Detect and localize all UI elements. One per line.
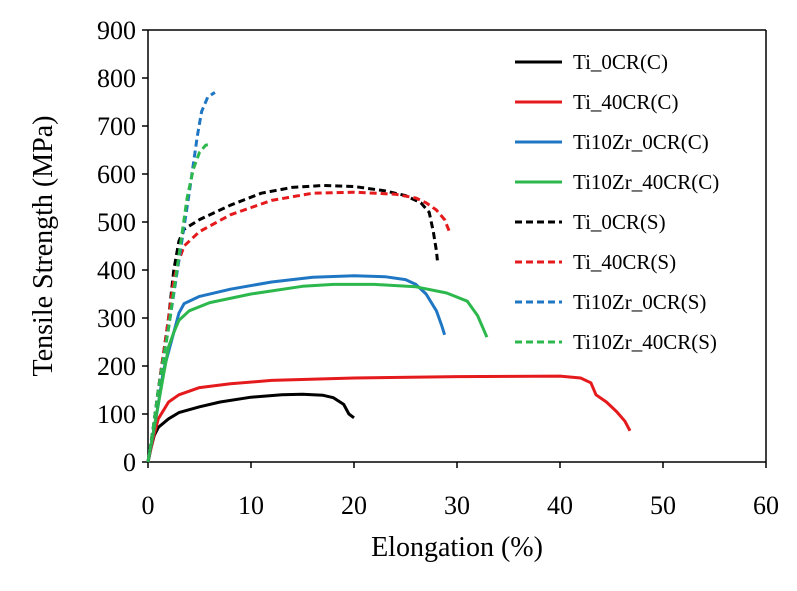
legend-label: Ti10Zr_0CR(C) bbox=[573, 130, 709, 154]
x-tick-label: 40 bbox=[547, 491, 573, 520]
legend-label: Ti_0CR(S) bbox=[573, 210, 666, 234]
x-tick-label: 20 bbox=[341, 491, 367, 520]
x-tick-labels: 0 10 20 30 40 50 60 bbox=[142, 462, 779, 520]
legend-label: Ti10Zr_40CR(S) bbox=[573, 330, 717, 354]
x-tick-label: 30 bbox=[444, 491, 470, 520]
legend-label: Ti10Zr_0CR(S) bbox=[573, 290, 706, 314]
y-tick-label: 800 bbox=[97, 64, 136, 93]
y-tick-label: 700 bbox=[97, 112, 136, 141]
y-tick-label: 0 bbox=[123, 448, 136, 477]
legend-label: Ti_40CR(S) bbox=[573, 250, 676, 274]
series-lines bbox=[146, 91, 632, 463]
y-tick-label: 500 bbox=[97, 208, 136, 237]
x-tick-label: 50 bbox=[650, 491, 676, 520]
y-tick-label: 600 bbox=[97, 160, 136, 189]
series-line-ti10zr-40cr-s bbox=[146, 142, 211, 463]
y-axis-title: Tensile Strength (MPa) bbox=[28, 116, 59, 377]
legend-label: Ti_0CR(C) bbox=[573, 50, 668, 74]
series-line-ti-0cr-c bbox=[146, 392, 355, 463]
y-tick-labels: 0 100 200 300 400 500 600 700 800 900 bbox=[97, 16, 148, 477]
legend-label: Ti10Zr_40CR(C) bbox=[573, 170, 719, 194]
y-tick-label: 300 bbox=[97, 304, 136, 333]
legend: Ti_0CR(C) Ti_40CR(C) Ti10Zr_0CR(C) Ti10Zr_4… bbox=[515, 50, 719, 354]
series-line-ti10zr-0cr-c bbox=[146, 274, 447, 463]
x-tick-label: 10 bbox=[238, 491, 264, 520]
x-axis-title: Elongation (%) bbox=[371, 532, 543, 563]
series-line-ti-40cr-s bbox=[146, 190, 452, 463]
series-line-ti-0cr-s bbox=[146, 184, 439, 463]
series-line-ti10zr-40cr-c bbox=[146, 282, 489, 463]
x-tick-label: 0 bbox=[142, 491, 155, 520]
x-tick-label: 60 bbox=[753, 491, 779, 520]
y-tick-label: 400 bbox=[97, 256, 136, 285]
y-tick-label: 100 bbox=[97, 400, 136, 429]
legend-label: Ti_40CR(C) bbox=[573, 90, 678, 114]
series-line-ti-40cr-c bbox=[146, 374, 632, 463]
y-tick-label: 900 bbox=[97, 16, 136, 45]
y-tick-label: 200 bbox=[97, 352, 136, 381]
